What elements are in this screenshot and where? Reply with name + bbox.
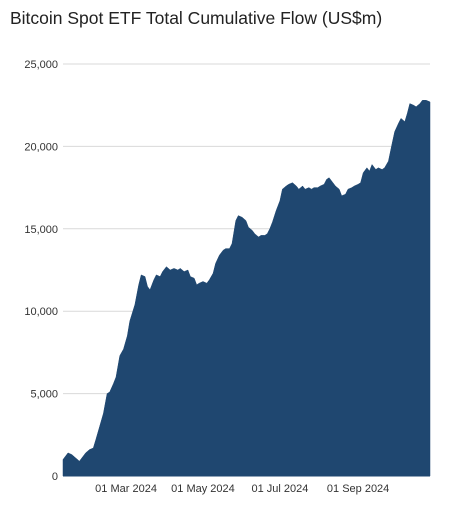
y-tick-label: 10,000 (24, 306, 58, 318)
y-tick-label: 20,000 (24, 141, 58, 153)
x-tick-label: 01 May 2024 (171, 483, 235, 495)
x-tick-label: 01 Jul 2024 (251, 483, 308, 495)
chart-title: Bitcoin Spot ETF Total Cumulative Flow (… (10, 8, 383, 28)
x-tick-label: 01 Mar 2024 (95, 483, 157, 495)
x-tick-label: 01 Sep 2024 (327, 483, 389, 495)
y-tick-label: 5,000 (30, 389, 58, 401)
y-tick-label: 25,000 (24, 59, 58, 71)
y-tick-label: 0 (52, 471, 58, 483)
area-series (62, 100, 431, 477)
y-tick-label: 15,000 (24, 224, 58, 236)
